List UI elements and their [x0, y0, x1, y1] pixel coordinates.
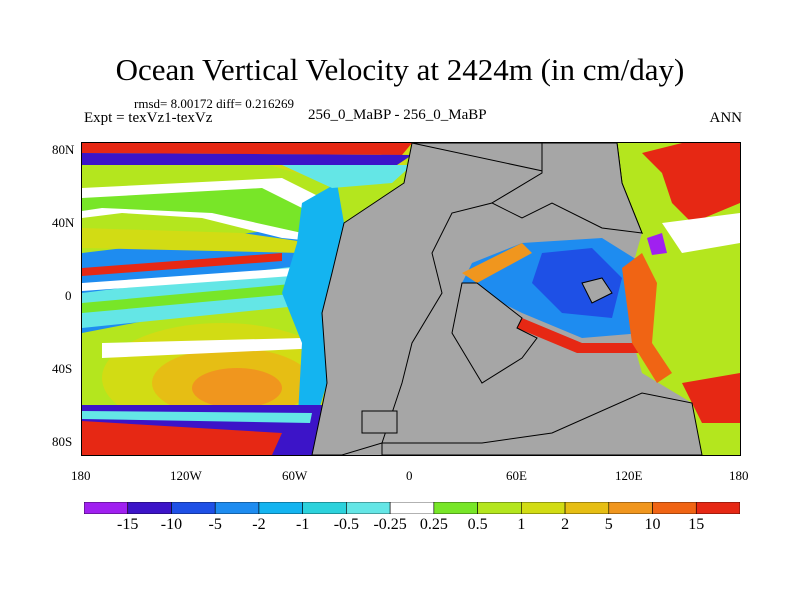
colorbar-swatch — [433, 502, 478, 514]
east-orange-rim — [622, 253, 672, 383]
velocity-field — [82, 143, 740, 455]
colorbar-label: -0.25 — [373, 516, 407, 533]
colorbar-swatch — [171, 502, 216, 514]
season-label: ANN — [709, 110, 743, 126]
equatorial-green-stripe — [82, 283, 302, 313]
y-tick-40s: 40S — [52, 361, 73, 376]
ocean-indian-inner — [532, 248, 622, 318]
colorbar-label: 0.5 — [467, 516, 488, 533]
colorbar-label: 1 — [517, 516, 526, 533]
east-south-red — [682, 373, 740, 423]
rmsd-diff-stats: rmsd= 8.00172 diff= 0.216269 — [134, 96, 294, 111]
colorbar-swatch — [477, 502, 522, 514]
land-island — [361, 410, 398, 434]
case-label: 256_0_MaBP - 256_0_MaBP — [308, 107, 487, 123]
colorbar-swatch — [302, 502, 347, 514]
land-africa — [451, 282, 538, 384]
y-tick-80n: 80N — [52, 142, 75, 157]
x-tick-120e: 120E — [615, 468, 643, 483]
south-white-band — [102, 338, 322, 358]
land-america — [311, 143, 543, 455]
colorbar-label: 0.25 — [419, 516, 448, 533]
southern-ocean-red — [82, 421, 282, 455]
colorbar-swatch — [521, 502, 566, 514]
land-antarctica — [381, 392, 703, 455]
south-pacific-gyre-core — [192, 368, 282, 408]
land-island-indian — [581, 277, 613, 304]
colorbar-swatch — [84, 502, 129, 514]
arctic-blue — [82, 153, 412, 165]
equatorial-white-stripe — [82, 268, 292, 291]
colorbar-label: -2 — [252, 516, 266, 533]
colorbar-label: 5 — [604, 516, 613, 533]
colorbar-label: -10 — [160, 516, 183, 533]
colorbar-label: 15 — [688, 516, 705, 533]
colorbar-label: 2 — [561, 516, 570, 533]
x-tick-60w: 60W — [282, 468, 308, 483]
north-pacific-green — [82, 188, 312, 233]
east-red-band — [642, 143, 740, 223]
colorbar-label: -5 — [208, 516, 222, 533]
colorbar-swatch — [127, 502, 172, 514]
indian-rim-south — [517, 318, 642, 353]
colorbar-label: -0.5 — [333, 516, 360, 533]
colorbar-swatch — [608, 502, 653, 514]
southern-ocean-cyan — [82, 411, 312, 423]
arctic-cyan — [282, 165, 412, 188]
y-tick-80s: 80S — [52, 434, 73, 449]
x-tick-0: 0 — [406, 468, 413, 483]
plot-title: Ocean Vertical Velocity at 2424m (in cm/… — [115, 52, 685, 87]
colorbar-swatch — [564, 502, 610, 514]
colorbar-swatch — [652, 502, 697, 514]
colorbar-swatch — [389, 502, 435, 514]
colorbar-label: -15 — [117, 516, 139, 533]
map-panel — [81, 142, 741, 456]
north-pacific-yellow — [82, 228, 312, 253]
experiment-label: Expt = texVz1-texVz — [84, 110, 213, 126]
east-purple-patch — [647, 233, 667, 255]
x-tick-120w: 120W — [170, 468, 202, 483]
east-white-band — [662, 213, 740, 253]
colorbar-label: -1 — [295, 516, 310, 533]
x-tick-180w: 180 — [71, 468, 91, 483]
colorbar-swatch — [258, 502, 303, 514]
x-tick-60e: 60E — [506, 468, 527, 483]
y-tick-40n: 40N — [52, 215, 75, 230]
colorbar-swatch — [695, 502, 740, 514]
y-tick-0: 0 — [65, 288, 72, 303]
indian-rim — [462, 243, 532, 283]
colorbar — [84, 502, 740, 514]
equatorial-red-stripe — [82, 253, 282, 276]
coastal-blue-column — [282, 183, 344, 433]
colorbar-label: 10 — [644, 516, 661, 533]
colorbar-swatch — [346, 502, 391, 514]
land-europe-asia — [490, 143, 643, 234]
arctic-red — [82, 143, 412, 155]
x-tick-180e: 180 — [729, 468, 749, 483]
colorbar-swatch — [214, 502, 260, 514]
